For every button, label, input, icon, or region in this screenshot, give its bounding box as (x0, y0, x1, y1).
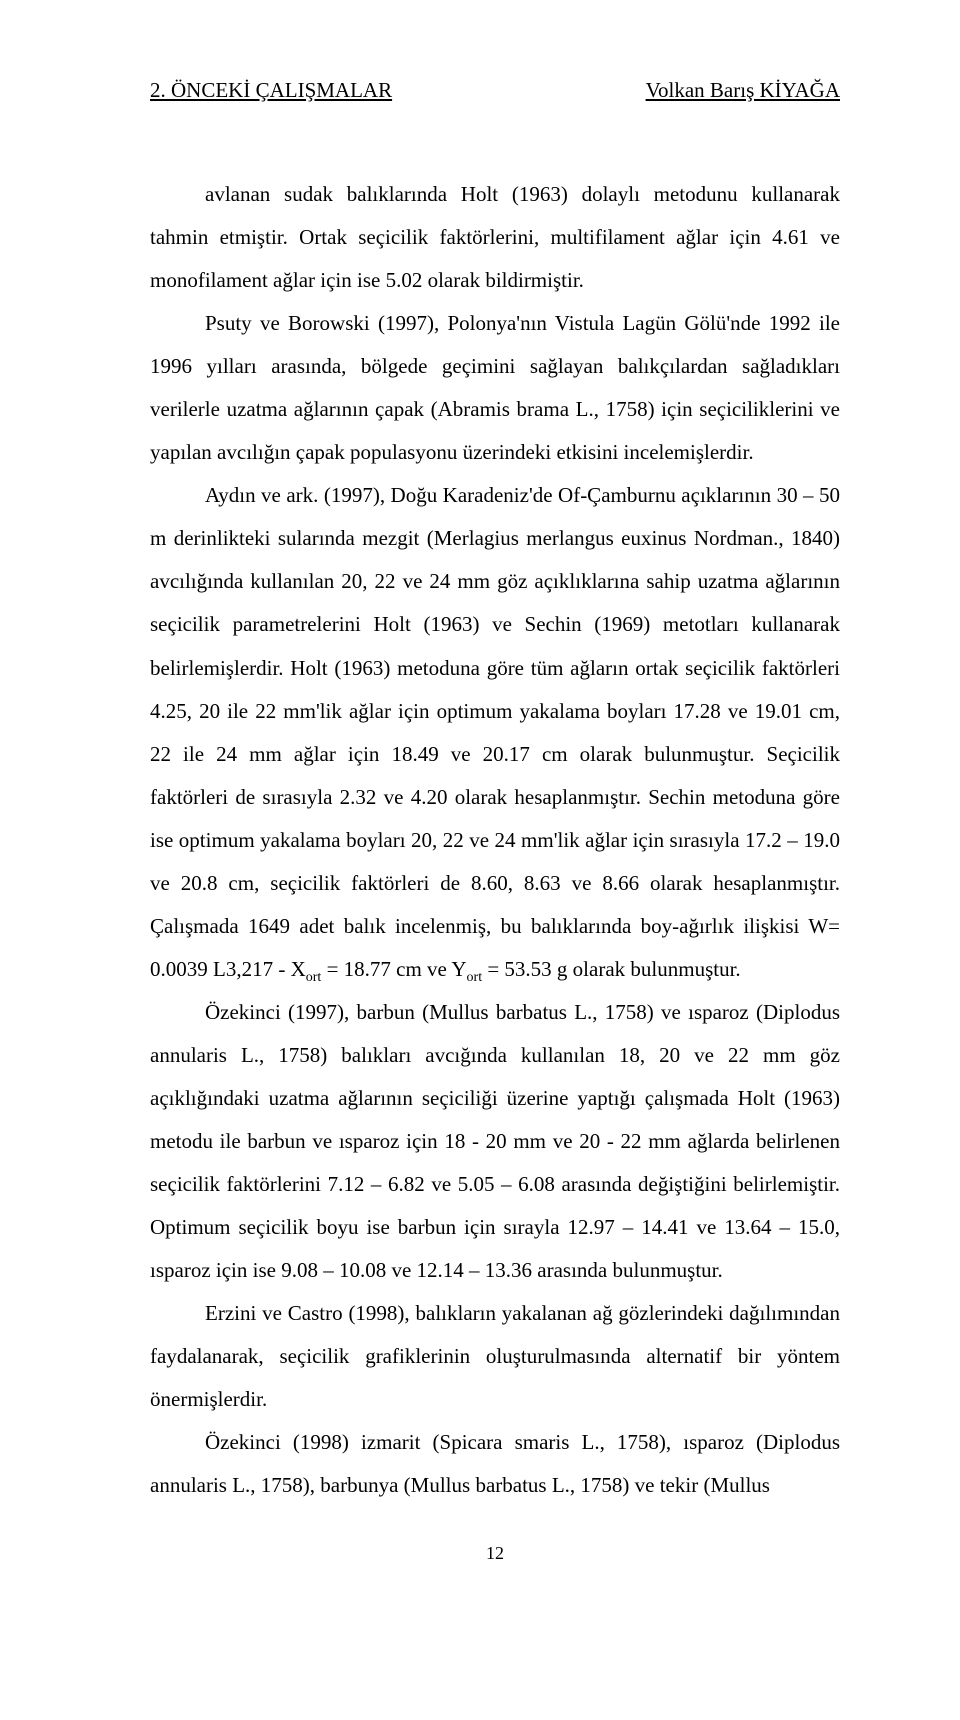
p3-sub-1: ort (306, 970, 322, 985)
page-header: 2. ÖNCEKİ ÇALIŞMALAR Volkan Barış KİYAĞA (150, 78, 840, 103)
header-right: Volkan Barış KİYAĞA (646, 78, 840, 103)
page: 2. ÖNCEKİ ÇALIŞMALAR Volkan Barış KİYAĞA… (0, 0, 960, 1720)
paragraph-3: Aydın ve ark. (1997), Doğu Karadeniz'de … (150, 474, 840, 991)
page-number: 12 (150, 1543, 840, 1564)
body-text: avlanan sudak balıklarında Holt (1963) d… (150, 173, 840, 1507)
p3-part-b: = 18.77 cm ve Y (321, 957, 466, 981)
p3-part-a: Aydın ve ark. (1997), Doğu Karadeniz'de … (150, 483, 840, 981)
paragraph-5: Erzini ve Castro (1998), balıkların yaka… (150, 1292, 840, 1421)
paragraph-6: Özekinci (1998) izmarit (Spicara smaris … (150, 1421, 840, 1507)
p3-sub-2: ort (467, 970, 483, 985)
paragraph-1: avlanan sudak balıklarında Holt (1963) d… (150, 173, 840, 302)
paragraph-2: Psuty ve Borowski (1997), Polonya'nın Vi… (150, 302, 840, 474)
paragraph-4: Özekinci (1997), barbun (Mullus barbatus… (150, 991, 840, 1292)
p3-part-c: = 53.53 g olarak bulunmuştur. (482, 957, 741, 981)
header-left: 2. ÖNCEKİ ÇALIŞMALAR (150, 78, 392, 103)
